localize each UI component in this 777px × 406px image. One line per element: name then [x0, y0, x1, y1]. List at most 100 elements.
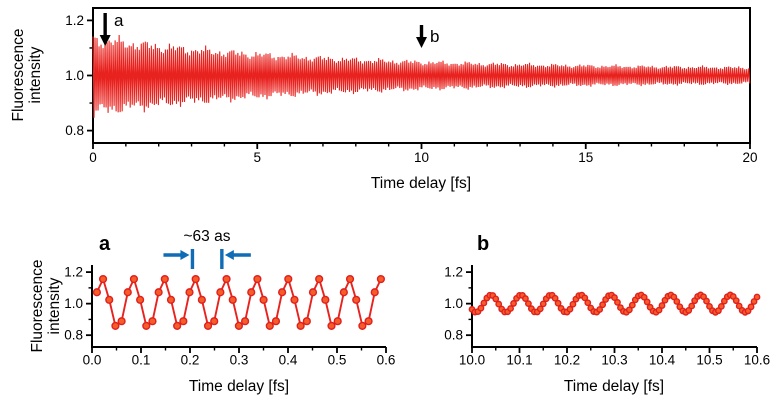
- data-point: [253, 274, 262, 284]
- data-point: [536, 305, 544, 313]
- data-point: [247, 288, 256, 297]
- y-tick-label: 1.2: [444, 265, 463, 280]
- y-tick-label: 1.0: [65, 68, 84, 83]
- data-point: [747, 303, 755, 311]
- period-annotation-text: ~63 as: [183, 228, 231, 245]
- data-point: [290, 295, 299, 304]
- data-point: [148, 317, 157, 326]
- ticks: [87, 19, 751, 149]
- data-point: [364, 317, 373, 326]
- data-point: [596, 306, 604, 313]
- x-tick-label: 0.4: [279, 353, 298, 368]
- x-tick-label: 0.2: [181, 353, 200, 368]
- data-point: [339, 288, 348, 297]
- data-point: [625, 306, 633, 314]
- x-tick-label: 20: [742, 150, 757, 165]
- y-tick-label: 1.2: [64, 265, 83, 280]
- x-tick-label: 0.3: [230, 353, 249, 368]
- y-axis-label-line1: Fluorescence: [10, 28, 27, 122]
- y-axis-label-line2: intensity: [46, 277, 63, 335]
- period-annotation: [163, 249, 251, 269]
- arrow-left-head: [224, 250, 234, 260]
- data-point: [581, 294, 589, 302]
- data-point: [191, 274, 200, 284]
- y-tick-label: 1.0: [64, 296, 83, 311]
- data-point: [345, 274, 355, 284]
- x-tick-label: 10: [414, 150, 429, 165]
- overview-panel: 0 5 10 15 20 0.8 1.0 1.2: [65, 7, 758, 165]
- data-point: [628, 301, 636, 309]
- x-tick-label: 0: [89, 150, 97, 165]
- y-axis-label-line2: intensity: [27, 46, 44, 104]
- x-tick-label: 10.3: [601, 353, 627, 368]
- x-tick-label: 10.1: [506, 353, 532, 368]
- data-point: [569, 300, 577, 308]
- data-point: [271, 317, 281, 326]
- data-point: [265, 321, 274, 330]
- data-points: [468, 291, 761, 316]
- data-point: [284, 274, 293, 284]
- zoom-a-panel-letter: a: [99, 233, 111, 255]
- arrow-right-head: [180, 250, 190, 260]
- data-point: [123, 288, 132, 297]
- down-arrow-icon: [99, 13, 111, 46]
- data-point: [216, 288, 225, 297]
- data-point: [480, 299, 488, 307]
- data-point: [302, 317, 311, 326]
- x-tick-label: 0.6: [377, 353, 396, 368]
- data-point: [296, 321, 305, 330]
- data-point: [673, 298, 681, 305]
- down-arrow-icon: [416, 25, 427, 48]
- x-tick-label: 10.0: [459, 353, 485, 368]
- data-point: [117, 317, 126, 326]
- data-point: [111, 321, 120, 330]
- overview-x-axis-label: Time delay [fs]: [370, 175, 472, 192]
- data-point: [278, 288, 287, 297]
- data-point: [640, 293, 648, 301]
- zoom-a-y-axis-label: Fluorescence intensity: [29, 259, 63, 352]
- data-point: [315, 274, 324, 284]
- fluorescence-signal: [92, 34, 751, 118]
- data-point: [750, 298, 758, 305]
- data-point: [358, 321, 367, 330]
- data-point: [259, 295, 268, 304]
- data-point: [376, 274, 386, 284]
- data-point: [185, 288, 194, 297]
- data-point: [522, 295, 529, 302]
- zoom_b-panel: 10.0 10.1 10.2 10.3 10.4 10.5 10.6 0.8 1.0 1.2: [444, 265, 770, 368]
- ticks: [86, 271, 387, 353]
- data-point: [510, 300, 517, 307]
- x-tick-label: 15: [578, 150, 593, 165]
- data-point: [670, 293, 678, 301]
- data-point: [92, 288, 102, 297]
- data-point: [352, 295, 361, 304]
- data-point: [234, 321, 244, 330]
- y-tick-label: 0.8: [64, 328, 83, 343]
- data-point: [525, 300, 532, 308]
- data-point: [688, 302, 696, 310]
- data-point: [551, 294, 559, 302]
- x-tick-label: 10.4: [649, 353, 676, 368]
- zoom-a-x-axis-label: Time delay [fs]: [188, 378, 290, 395]
- data-point: [154, 288, 163, 297]
- data-point: [732, 297, 740, 305]
- data-point: [142, 321, 151, 330]
- data-point: [554, 299, 562, 307]
- y-tick-label: 0.8: [65, 123, 84, 138]
- data-point: [735, 302, 743, 310]
- data-point: [495, 300, 503, 308]
- zoom_a-panel: 0.0 0.1 0.2 0.3 0.4 0.5 0.6 0.8 1.0 1.2: [64, 265, 395, 368]
- data-point: [703, 297, 710, 305]
- data-point: [228, 295, 237, 304]
- data-point: [308, 288, 318, 297]
- overview-y-axis-label: Fluorescence intensity: [10, 28, 44, 121]
- data-point: [321, 295, 330, 304]
- data-point: [753, 293, 761, 301]
- y-tick-label: 0.8: [444, 328, 463, 343]
- data-point: [700, 293, 707, 301]
- data-point: [492, 295, 500, 303]
- data-point: [240, 317, 250, 326]
- zoom-b-panel-letter: b: [477, 233, 490, 255]
